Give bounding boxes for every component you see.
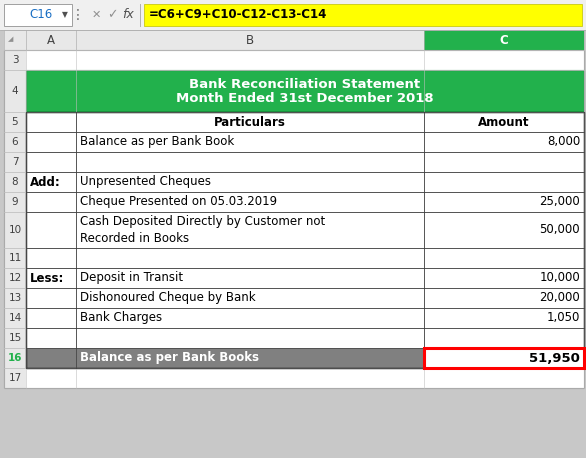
Text: fx: fx xyxy=(122,9,134,22)
Bar xyxy=(424,30,584,50)
Text: Bank Charges: Bank Charges xyxy=(80,311,162,325)
Text: 25,000: 25,000 xyxy=(539,196,580,208)
Text: Bank Reconciliation Statement: Bank Reconciliation Statement xyxy=(189,77,421,91)
Bar xyxy=(4,132,26,152)
Text: 14: 14 xyxy=(8,313,22,323)
Text: ✓: ✓ xyxy=(107,9,117,22)
Bar xyxy=(0,0,586,30)
Text: A: A xyxy=(47,33,55,47)
Bar xyxy=(4,192,26,212)
Text: 4: 4 xyxy=(12,86,18,96)
Text: 20,000: 20,000 xyxy=(539,291,580,305)
Text: 15: 15 xyxy=(8,333,22,343)
Text: Cash Deposited Directly by Customer not: Cash Deposited Directly by Customer not xyxy=(80,216,325,229)
Text: 8,000: 8,000 xyxy=(547,136,580,148)
Bar xyxy=(4,172,26,192)
Text: 7: 7 xyxy=(12,157,18,167)
Text: C: C xyxy=(500,33,509,47)
Bar xyxy=(26,70,584,112)
Bar xyxy=(4,248,26,268)
Text: 5: 5 xyxy=(12,117,18,127)
Text: ✕: ✕ xyxy=(91,10,101,20)
Text: Balance as per Bank Book: Balance as per Bank Book xyxy=(80,136,234,148)
Text: ▼: ▼ xyxy=(62,11,68,20)
Bar xyxy=(144,4,582,26)
Text: Recorded in Books: Recorded in Books xyxy=(80,231,189,245)
Text: Cheque Presented on 05.03.2019: Cheque Presented on 05.03.2019 xyxy=(80,196,277,208)
Text: 12: 12 xyxy=(8,273,22,283)
Bar xyxy=(4,328,26,348)
Bar xyxy=(4,152,26,172)
Text: 10,000: 10,000 xyxy=(539,272,580,284)
Text: Deposit in Transit: Deposit in Transit xyxy=(80,272,183,284)
Bar xyxy=(4,112,26,132)
Text: 51,950: 51,950 xyxy=(529,351,580,365)
Bar xyxy=(4,348,26,368)
Bar xyxy=(4,368,26,388)
Text: 10: 10 xyxy=(8,225,22,235)
Text: 3: 3 xyxy=(12,55,18,65)
Text: 1,050: 1,050 xyxy=(547,311,580,325)
Bar xyxy=(4,30,584,50)
Bar xyxy=(4,50,26,70)
Bar xyxy=(4,308,26,328)
Text: Amount: Amount xyxy=(478,115,530,129)
Text: Balance as per Bank Books: Balance as per Bank Books xyxy=(80,351,259,365)
Bar xyxy=(4,288,26,308)
Text: 9: 9 xyxy=(12,197,18,207)
Text: ◢: ◢ xyxy=(8,36,13,42)
Text: 16: 16 xyxy=(8,353,22,363)
Text: Particulars: Particulars xyxy=(214,115,286,129)
Bar xyxy=(26,348,424,368)
Bar xyxy=(424,348,584,368)
Bar xyxy=(4,70,26,112)
Text: Unpresented Cheques: Unpresented Cheques xyxy=(80,175,211,189)
Text: Add:: Add: xyxy=(30,175,61,189)
Bar xyxy=(26,70,584,112)
Text: 50,000: 50,000 xyxy=(539,224,580,236)
Bar xyxy=(4,50,584,388)
Bar xyxy=(26,112,584,368)
Text: ⋮: ⋮ xyxy=(71,8,85,22)
Text: =C6+C9+C10-C12-C13-C14: =C6+C9+C10-C12-C13-C14 xyxy=(149,9,328,22)
Text: Dishonoured Cheque by Bank: Dishonoured Cheque by Bank xyxy=(80,291,255,305)
Text: 17: 17 xyxy=(8,373,22,383)
Bar xyxy=(4,212,26,248)
Text: Less:: Less: xyxy=(30,272,64,284)
Bar xyxy=(4,268,26,288)
Text: C16: C16 xyxy=(30,9,53,22)
Text: B: B xyxy=(246,33,254,47)
Text: 13: 13 xyxy=(8,293,22,303)
Text: 11: 11 xyxy=(8,253,22,263)
Text: 6: 6 xyxy=(12,137,18,147)
Text: Month Ended 31st December 2018: Month Ended 31st December 2018 xyxy=(176,92,434,104)
Bar xyxy=(4,4,72,26)
Text: 8: 8 xyxy=(12,177,18,187)
Bar xyxy=(4,50,584,388)
